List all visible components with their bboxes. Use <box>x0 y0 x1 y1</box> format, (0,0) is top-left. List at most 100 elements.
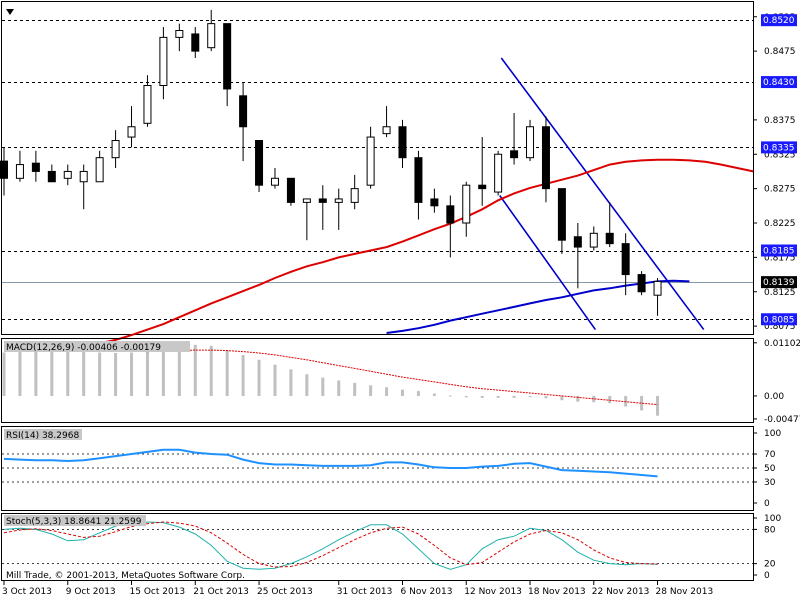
candle <box>175 23 184 52</box>
price-tick-label: 0.8275 <box>764 185 796 195</box>
macd-hist-bar <box>98 352 102 396</box>
stoch-signal-line <box>3 521 658 568</box>
macd-hist-bar <box>225 350 229 396</box>
triangle-down-icon[interactable] <box>6 9 14 15</box>
candle-body <box>302 198 311 203</box>
candle-body <box>159 36 168 86</box>
candle-body <box>0 160 8 179</box>
candle <box>382 106 391 138</box>
date-tick-label: 25 Oct 2013 <box>257 587 313 597</box>
date-tick-label: 18 Nov 2013 <box>528 587 586 597</box>
candle <box>318 185 327 230</box>
macd-hist-bar <box>241 354 245 396</box>
candle-body <box>255 140 264 186</box>
date-tick-label: 12 Nov 2013 <box>464 587 522 597</box>
candle <box>605 202 614 248</box>
candle-body <box>605 232 614 245</box>
macd-hist-bar <box>34 349 38 396</box>
candle-body <box>494 153 503 193</box>
candle <box>557 188 566 254</box>
candle-body <box>270 177 279 186</box>
macd-hist-bar <box>145 350 149 396</box>
candle-body <box>95 157 104 183</box>
candle <box>0 147 8 196</box>
rsi-label-bg <box>4 429 82 440</box>
macd-hist-bar <box>114 353 118 396</box>
level-label-bg <box>761 141 797 154</box>
candle-body <box>239 95 248 128</box>
candle-body <box>79 170 88 183</box>
candle <box>526 119 535 162</box>
candle <box>15 150 24 182</box>
candle-body <box>462 184 471 224</box>
macd-hist-bar <box>353 382 357 396</box>
macd-hist-bar <box>273 364 277 396</box>
candle-body <box>398 126 407 159</box>
channel-line-1[interactable] <box>500 57 705 331</box>
candle <box>31 150 40 182</box>
macd-hist-bar <box>512 395 516 398</box>
macd-hist-bar <box>576 395 580 402</box>
candle-body <box>63 170 72 179</box>
candle <box>653 278 662 316</box>
macd-hist-bar <box>432 393 436 396</box>
candle <box>398 119 407 168</box>
candle-body <box>589 232 598 248</box>
candle-body <box>382 126 391 135</box>
rsi-window-frame <box>1 426 754 511</box>
candle <box>63 164 72 186</box>
candle-body <box>31 162 40 172</box>
channel-lines[interactable] <box>499 57 705 331</box>
stoch-tick-label: 100 <box>764 514 781 524</box>
stoch-main-line <box>3 521 658 570</box>
candle-body <box>15 164 24 179</box>
macd-tick-label: 0.00 <box>764 392 784 402</box>
level-label-bg <box>761 244 797 257</box>
macd-hist-bar <box>289 369 293 396</box>
rsi-tick-label: 30 <box>764 478 776 488</box>
level-label-0.8185: 0.8185 <box>761 244 797 257</box>
candle <box>478 137 487 206</box>
candle <box>143 75 152 127</box>
candle <box>127 106 136 148</box>
macd-tick-label: -0.00477 <box>764 415 800 425</box>
price-tick-label: 0.8325 <box>764 150 796 160</box>
candle-body <box>47 170 56 183</box>
candle-body <box>286 177 295 203</box>
stoch-label-bg <box>4 515 146 526</box>
candle <box>334 188 343 230</box>
candle-body <box>621 243 630 276</box>
candle-body <box>446 205 455 224</box>
candle <box>239 82 248 162</box>
level-label-bg <box>761 14 797 27</box>
macd-hist-bar <box>416 391 420 396</box>
macd-hist-bar <box>592 395 596 403</box>
candle-body <box>334 198 343 203</box>
candle-body <box>127 126 136 138</box>
macd-hist-bar <box>640 395 644 411</box>
date-tick-label: 22 Nov 2013 <box>592 587 650 597</box>
candle-body <box>207 23 216 49</box>
candle-body <box>366 136 375 186</box>
level-label-text: 0.8430 <box>763 78 795 88</box>
macd-hist-bar <box>82 351 86 396</box>
date-tick-label: 9 Oct 2013 <box>66 587 116 597</box>
price-tick-label: 0.8175 <box>764 253 796 263</box>
price-tick-label: 0.8225 <box>764 219 796 229</box>
candle <box>573 223 582 289</box>
candles <box>0 9 662 316</box>
candle <box>589 226 598 251</box>
channel-line-2[interactable] <box>499 195 597 331</box>
rsi-tick-label: 100 <box>764 429 781 439</box>
level-label-bg <box>761 313 797 326</box>
level-label-bg <box>761 76 797 89</box>
macd-hist-bar <box>305 374 309 396</box>
price-tick-label: 0.8475 <box>764 47 796 57</box>
candle <box>191 27 200 58</box>
candle-body <box>557 188 566 241</box>
date-tick-label: 21 Oct 2013 <box>193 587 249 597</box>
level-label-text: 0.8185 <box>763 247 795 257</box>
candle <box>111 130 120 168</box>
